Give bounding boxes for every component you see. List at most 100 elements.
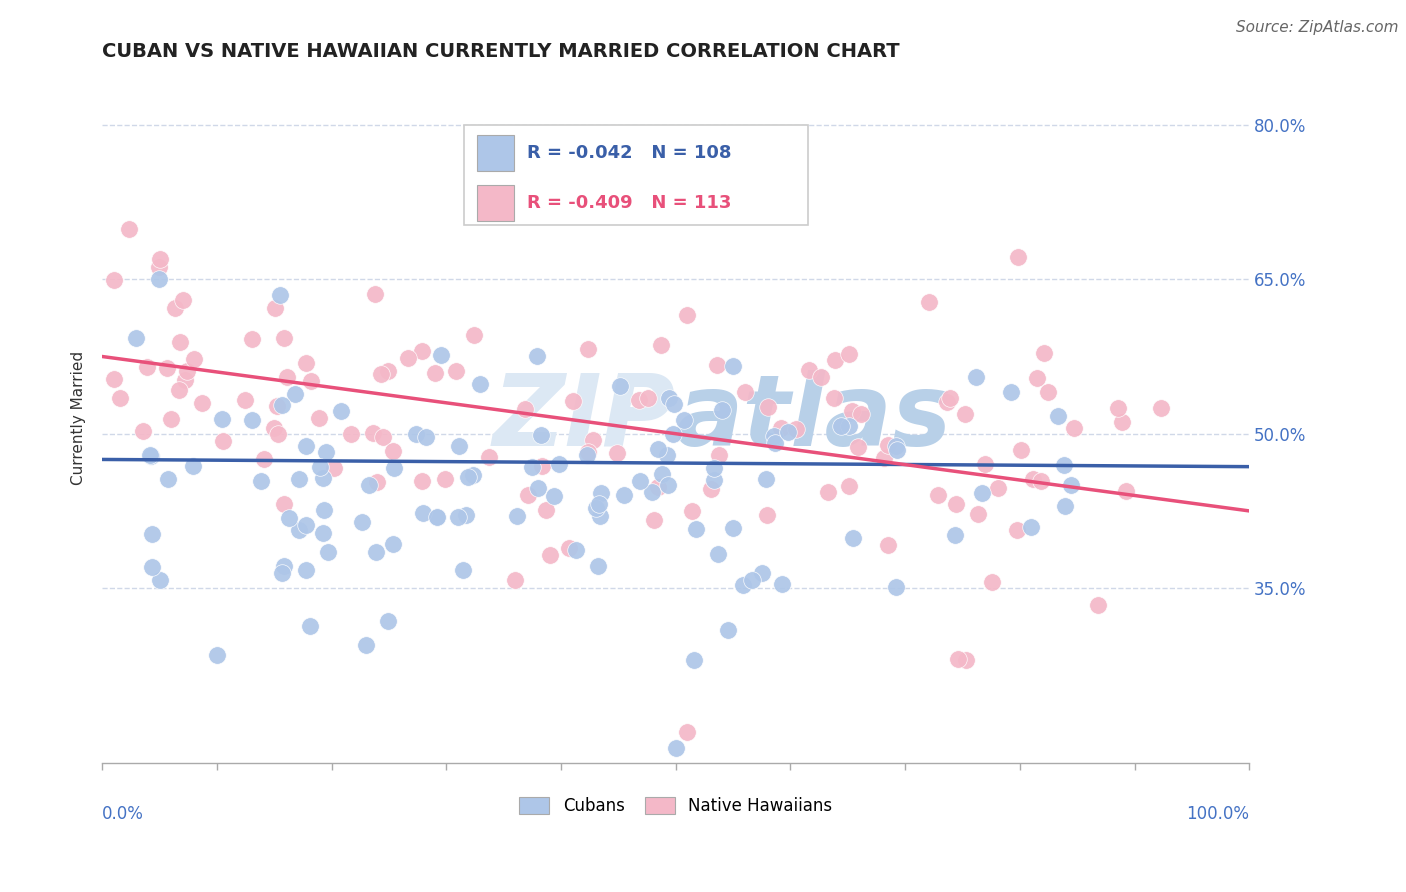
Point bbox=[454, 508, 477, 522]
Point bbox=[312, 471, 335, 485]
Point bbox=[273, 559, 295, 574]
Point bbox=[543, 489, 565, 503]
Point bbox=[308, 460, 330, 475]
Point bbox=[1032, 346, 1054, 360]
Point bbox=[426, 510, 449, 524]
Point bbox=[763, 428, 786, 442]
Point bbox=[538, 548, 561, 562]
Point bbox=[294, 356, 316, 370]
Point bbox=[141, 559, 163, 574]
Point bbox=[675, 308, 697, 322]
Point bbox=[110, 391, 132, 405]
Point bbox=[299, 374, 322, 388]
Point bbox=[273, 331, 295, 345]
Point bbox=[451, 563, 474, 577]
Point bbox=[288, 523, 311, 537]
Point bbox=[160, 412, 183, 426]
Point bbox=[457, 470, 479, 484]
Point bbox=[1053, 458, 1076, 473]
Point bbox=[974, 457, 997, 471]
Point bbox=[658, 391, 681, 405]
Point bbox=[513, 401, 536, 416]
Point bbox=[273, 497, 295, 511]
Point bbox=[138, 448, 160, 462]
Point bbox=[139, 449, 162, 463]
Point bbox=[506, 508, 529, 523]
Point bbox=[703, 460, 725, 475]
Point bbox=[429, 348, 451, 362]
Point bbox=[522, 459, 544, 474]
Point bbox=[271, 398, 294, 412]
Point bbox=[370, 367, 392, 381]
Point bbox=[405, 427, 427, 442]
Point bbox=[681, 504, 703, 518]
Point bbox=[412, 506, 434, 520]
Point bbox=[366, 475, 388, 489]
Point bbox=[676, 725, 699, 739]
Point bbox=[318, 545, 340, 559]
Point bbox=[240, 413, 263, 427]
Point bbox=[823, 391, 845, 405]
Point bbox=[284, 386, 307, 401]
Point bbox=[308, 410, 330, 425]
Point bbox=[733, 577, 755, 591]
Point bbox=[271, 566, 294, 581]
Point bbox=[643, 513, 665, 527]
Point bbox=[181, 458, 204, 473]
Point bbox=[363, 286, 385, 301]
Point bbox=[288, 472, 311, 486]
Text: Source: ZipAtlas.com: Source: ZipAtlas.com bbox=[1236, 20, 1399, 35]
Point bbox=[176, 364, 198, 378]
Point bbox=[148, 272, 170, 286]
Point bbox=[872, 451, 894, 466]
Point bbox=[965, 369, 987, 384]
Point bbox=[838, 347, 860, 361]
Point bbox=[700, 482, 723, 496]
Point bbox=[135, 360, 157, 375]
Point bbox=[877, 438, 900, 452]
Point bbox=[751, 566, 773, 580]
Text: 0.0%: 0.0% bbox=[103, 805, 143, 822]
Point bbox=[1047, 409, 1070, 423]
Point bbox=[141, 526, 163, 541]
Point bbox=[817, 484, 839, 499]
Point bbox=[672, 413, 695, 427]
Point bbox=[723, 521, 745, 535]
Point bbox=[876, 538, 898, 552]
Point bbox=[987, 482, 1010, 496]
Point bbox=[980, 575, 1002, 590]
Point bbox=[838, 479, 860, 493]
Point bbox=[536, 502, 558, 516]
Point bbox=[711, 403, 734, 417]
Point bbox=[778, 425, 800, 439]
Point bbox=[707, 448, 730, 462]
Point bbox=[707, 547, 730, 561]
Point bbox=[967, 507, 990, 521]
Point bbox=[884, 580, 907, 594]
Point bbox=[1026, 370, 1049, 384]
Point bbox=[685, 522, 707, 536]
Point bbox=[426, 510, 449, 524]
Point bbox=[329, 403, 352, 417]
Text: atlas: atlas bbox=[676, 370, 952, 467]
Point bbox=[576, 448, 599, 462]
Point bbox=[1010, 442, 1032, 457]
Point bbox=[837, 418, 859, 433]
Point bbox=[557, 541, 579, 556]
Point bbox=[846, 440, 869, 454]
Point bbox=[683, 653, 706, 667]
Point bbox=[354, 638, 377, 652]
Point bbox=[157, 472, 180, 486]
Point bbox=[423, 366, 446, 380]
Point bbox=[377, 364, 399, 378]
Point bbox=[946, 652, 969, 666]
Point bbox=[167, 383, 190, 397]
Point bbox=[662, 397, 685, 411]
Point bbox=[149, 573, 172, 587]
Point bbox=[312, 503, 335, 517]
Point bbox=[851, 407, 873, 421]
Point bbox=[706, 358, 728, 372]
Text: R = -0.409   N = 113: R = -0.409 N = 113 bbox=[527, 194, 731, 212]
Point bbox=[340, 427, 363, 442]
Point bbox=[824, 353, 846, 368]
